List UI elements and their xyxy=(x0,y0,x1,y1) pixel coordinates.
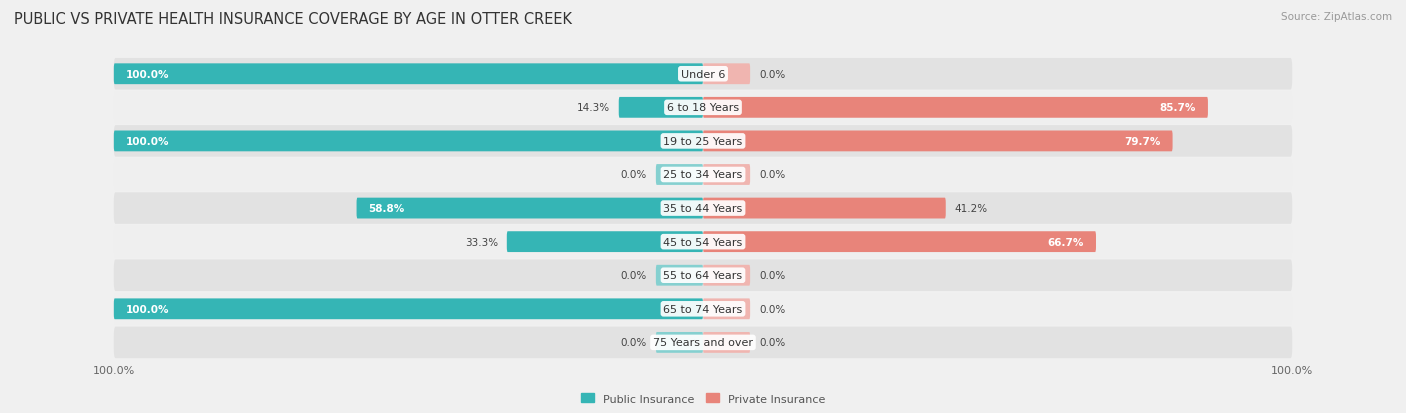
FancyBboxPatch shape xyxy=(114,131,703,152)
Text: 0.0%: 0.0% xyxy=(759,337,785,348)
FancyBboxPatch shape xyxy=(619,98,703,119)
Text: 25 to 34 Years: 25 to 34 Years xyxy=(664,170,742,180)
FancyBboxPatch shape xyxy=(506,232,703,252)
FancyBboxPatch shape xyxy=(703,265,751,286)
FancyBboxPatch shape xyxy=(114,226,1292,258)
Text: 33.3%: 33.3% xyxy=(465,237,498,247)
FancyBboxPatch shape xyxy=(114,293,1292,325)
Text: 41.2%: 41.2% xyxy=(955,204,987,214)
FancyBboxPatch shape xyxy=(703,64,751,85)
Text: 19 to 25 Years: 19 to 25 Years xyxy=(664,137,742,147)
FancyBboxPatch shape xyxy=(114,64,703,85)
FancyBboxPatch shape xyxy=(114,159,1292,191)
FancyBboxPatch shape xyxy=(703,198,946,219)
Text: 65 to 74 Years: 65 to 74 Years xyxy=(664,304,742,314)
FancyBboxPatch shape xyxy=(114,299,703,319)
Text: 0.0%: 0.0% xyxy=(621,170,647,180)
Text: 85.7%: 85.7% xyxy=(1160,103,1197,113)
Text: Source: ZipAtlas.com: Source: ZipAtlas.com xyxy=(1281,12,1392,22)
FancyBboxPatch shape xyxy=(357,198,703,219)
FancyBboxPatch shape xyxy=(703,299,751,319)
Text: 75 Years and over: 75 Years and over xyxy=(652,337,754,348)
Text: 6 to 18 Years: 6 to 18 Years xyxy=(666,103,740,113)
Text: 0.0%: 0.0% xyxy=(759,304,785,314)
Text: 0.0%: 0.0% xyxy=(621,337,647,348)
FancyBboxPatch shape xyxy=(114,93,1292,124)
Text: 0.0%: 0.0% xyxy=(621,271,647,280)
FancyBboxPatch shape xyxy=(114,193,1292,224)
Text: PUBLIC VS PRIVATE HEALTH INSURANCE COVERAGE BY AGE IN OTTER CREEK: PUBLIC VS PRIVATE HEALTH INSURANCE COVER… xyxy=(14,12,572,27)
FancyBboxPatch shape xyxy=(114,59,1292,90)
FancyBboxPatch shape xyxy=(703,165,751,185)
Legend: Public Insurance, Private Insurance: Public Insurance, Private Insurance xyxy=(576,389,830,408)
Text: 14.3%: 14.3% xyxy=(576,103,610,113)
Text: 79.7%: 79.7% xyxy=(1125,137,1161,147)
FancyBboxPatch shape xyxy=(703,232,1097,252)
FancyBboxPatch shape xyxy=(655,165,703,185)
FancyBboxPatch shape xyxy=(655,265,703,286)
FancyBboxPatch shape xyxy=(114,126,1292,157)
Text: 100.0%: 100.0% xyxy=(125,137,169,147)
FancyBboxPatch shape xyxy=(703,98,1208,119)
Text: 58.8%: 58.8% xyxy=(368,204,405,214)
Text: 0.0%: 0.0% xyxy=(759,170,785,180)
Text: 55 to 64 Years: 55 to 64 Years xyxy=(664,271,742,280)
FancyBboxPatch shape xyxy=(114,260,1292,291)
Text: 66.7%: 66.7% xyxy=(1047,237,1084,247)
Text: 100.0%: 100.0% xyxy=(125,69,169,80)
Text: Under 6: Under 6 xyxy=(681,69,725,80)
Text: 0.0%: 0.0% xyxy=(759,69,785,80)
FancyBboxPatch shape xyxy=(703,131,1173,152)
FancyBboxPatch shape xyxy=(114,327,1292,358)
Text: 0.0%: 0.0% xyxy=(759,271,785,280)
FancyBboxPatch shape xyxy=(703,332,751,353)
Text: 100.0%: 100.0% xyxy=(125,304,169,314)
FancyBboxPatch shape xyxy=(655,332,703,353)
Text: 35 to 44 Years: 35 to 44 Years xyxy=(664,204,742,214)
Text: 45 to 54 Years: 45 to 54 Years xyxy=(664,237,742,247)
